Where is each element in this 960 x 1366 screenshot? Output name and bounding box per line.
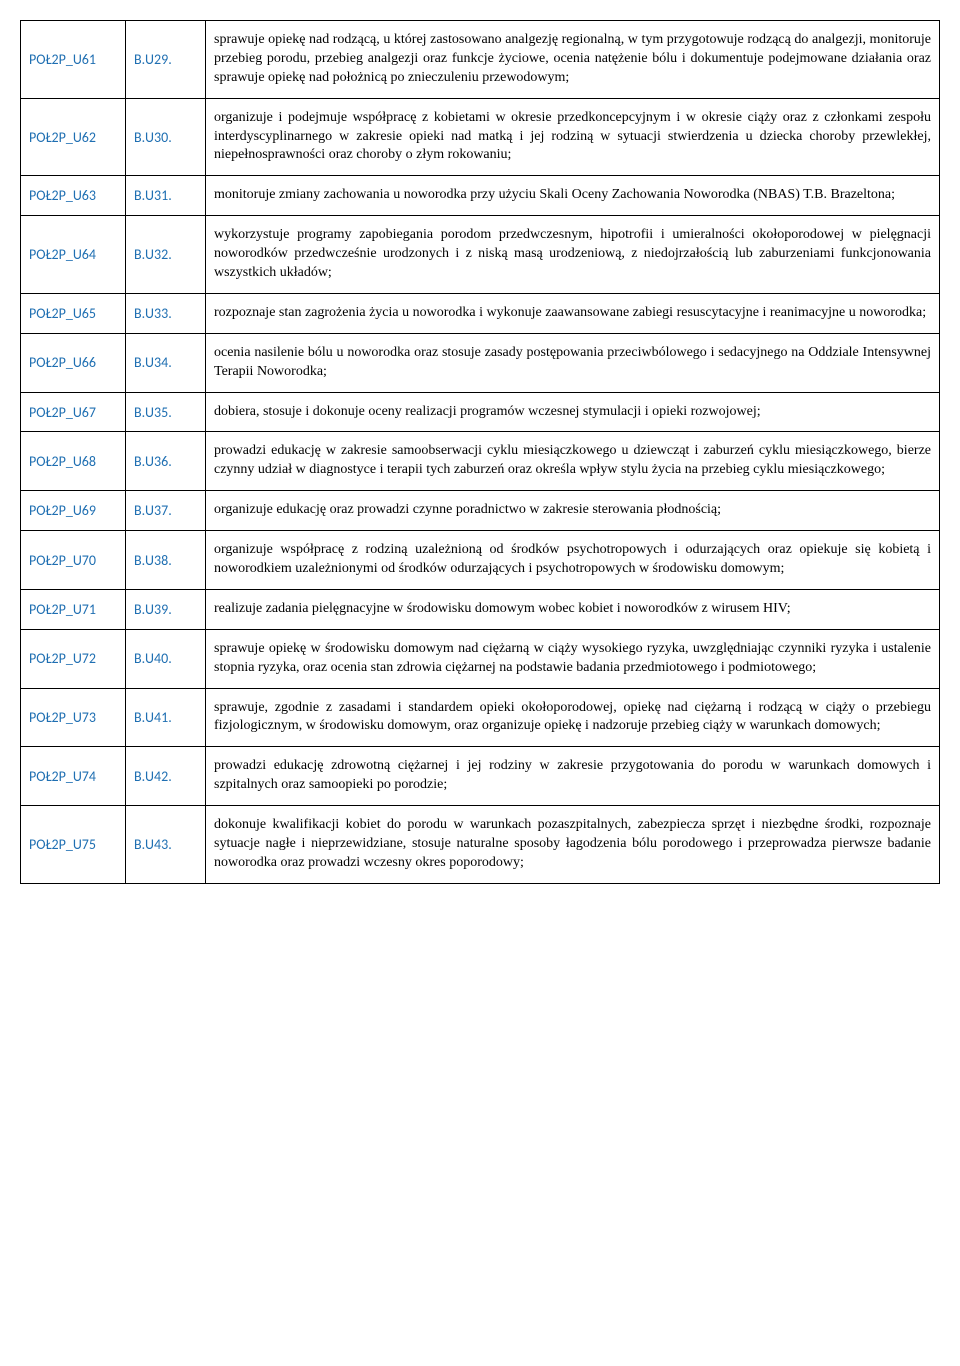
row-description: realizuje zadania pielęgnacyjne w środow… <box>206 589 940 629</box>
row-id: POŁ2P_U64 <box>21 216 126 294</box>
table-row: POŁ2P_U66B.U34.ocenia nasilenie bólu u n… <box>21 333 940 392</box>
row-id: POŁ2P_U75 <box>21 806 126 884</box>
row-id: POŁ2P_U74 <box>21 747 126 806</box>
row-description: prowadzi edukację zdrowotną ciężarnej i … <box>206 747 940 806</box>
table-row: POŁ2P_U65B.U33.rozpoznaje stan zagrożeni… <box>21 293 940 333</box>
row-description: ocenia nasilenie bólu u noworodka oraz s… <box>206 333 940 392</box>
row-code: B.U36. <box>126 432 206 491</box>
table-row: POŁ2P_U63B.U31.monitoruje zmiany zachowa… <box>21 176 940 216</box>
table-row: POŁ2P_U70B.U38.organizuje współpracę z r… <box>21 531 940 590</box>
row-id: POŁ2P_U71 <box>21 589 126 629</box>
row-description: dokonuje kwalifikacji kobiet do porodu w… <box>206 806 940 884</box>
row-description: organizuje edukację oraz prowadzi czynne… <box>206 491 940 531</box>
row-id: POŁ2P_U61 <box>21 21 126 99</box>
row-code: B.U39. <box>126 589 206 629</box>
table-row: POŁ2P_U67B.U35.dobiera, stosuje i dokonu… <box>21 392 940 432</box>
row-description: sprawuje, zgodnie z zasadami i standarde… <box>206 688 940 747</box>
row-description: organizuje i podejmuje współpracę z kobi… <box>206 98 940 176</box>
table-row: POŁ2P_U69B.U37.organizuje edukację oraz … <box>21 491 940 531</box>
row-description: organizuje współpracę z rodziną uzależni… <box>206 531 940 590</box>
table-row: POŁ2P_U72B.U40.sprawuje opiekę w środowi… <box>21 629 940 688</box>
row-code: B.U35. <box>126 392 206 432</box>
row-code: B.U37. <box>126 491 206 531</box>
row-description: sprawuje opiekę nad rodzącą, u której za… <box>206 21 940 99</box>
row-id: POŁ2P_U69 <box>21 491 126 531</box>
row-description: dobiera, stosuje i dokonuje oceny realiz… <box>206 392 940 432</box>
row-code: B.U30. <box>126 98 206 176</box>
row-description: prowadzi edukację w zakresie samoobserwa… <box>206 432 940 491</box>
table-row: POŁ2P_U64B.U32.wykorzystuje programy zap… <box>21 216 940 294</box>
row-code: B.U38. <box>126 531 206 590</box>
row-description: sprawuje opiekę w środowisku domowym nad… <box>206 629 940 688</box>
row-id: POŁ2P_U72 <box>21 629 126 688</box>
row-code: B.U33. <box>126 293 206 333</box>
table-row: POŁ2P_U62B.U30.organizuje i podejmuje ws… <box>21 98 940 176</box>
row-code: B.U40. <box>126 629 206 688</box>
table-row: POŁ2P_U73B.U41.sprawuje, zgodnie z zasad… <box>21 688 940 747</box>
row-code: B.U43. <box>126 806 206 884</box>
table-row: POŁ2P_U74B.U42.prowadzi edukację zdrowot… <box>21 747 940 806</box>
row-description: rozpoznaje stan zagrożenia życia u nowor… <box>206 293 940 333</box>
row-code: B.U34. <box>126 333 206 392</box>
table-row: POŁ2P_U61B.U29.sprawuje opiekę nad rodzą… <box>21 21 940 99</box>
row-id: POŁ2P_U68 <box>21 432 126 491</box>
row-id: POŁ2P_U67 <box>21 392 126 432</box>
table-row: POŁ2P_U75B.U43.dokonuje kwalifikacji kob… <box>21 806 940 884</box>
row-id: POŁ2P_U70 <box>21 531 126 590</box>
row-id: POŁ2P_U73 <box>21 688 126 747</box>
row-id: POŁ2P_U63 <box>21 176 126 216</box>
row-description: wykorzystuje programy zapobiegania porod… <box>206 216 940 294</box>
table-row: POŁ2P_U68B.U36.prowadzi edukację w zakre… <box>21 432 940 491</box>
row-code: B.U41. <box>126 688 206 747</box>
row-code: B.U29. <box>126 21 206 99</box>
row-code: B.U31. <box>126 176 206 216</box>
table-row: POŁ2P_U71B.U39.realizuje zadania pielęgn… <box>21 589 940 629</box>
row-id: POŁ2P_U62 <box>21 98 126 176</box>
row-code: B.U32. <box>126 216 206 294</box>
row-id: POŁ2P_U66 <box>21 333 126 392</box>
row-code: B.U42. <box>126 747 206 806</box>
outcomes-table: POŁ2P_U61B.U29.sprawuje opiekę nad rodzą… <box>20 20 940 884</box>
row-description: monitoruje zmiany zachowania u noworodka… <box>206 176 940 216</box>
row-id: POŁ2P_U65 <box>21 293 126 333</box>
